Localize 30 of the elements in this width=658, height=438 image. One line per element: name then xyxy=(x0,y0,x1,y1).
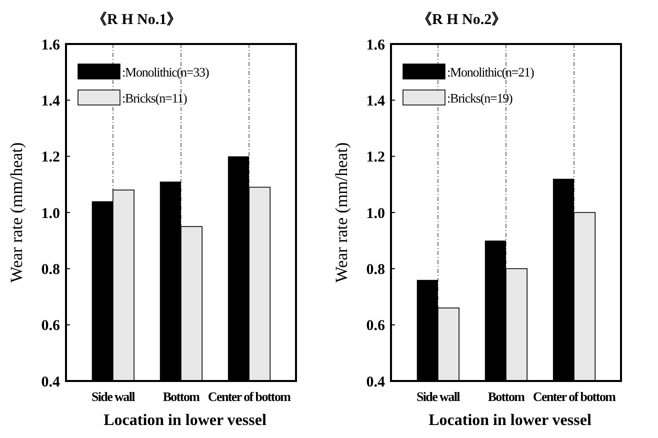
x-axis-title: Location in lower vessel xyxy=(104,412,267,429)
chart-title: 《R H No.2》 xyxy=(417,11,507,28)
y-tick-label: 0.8 xyxy=(41,262,60,278)
x-tick-label: Side wall xyxy=(416,389,461,404)
y-tick-label: 1.0 xyxy=(366,206,385,222)
y-tick-label: 1.4 xyxy=(366,93,386,110)
y-tick-label: 0.6 xyxy=(41,318,60,334)
y-tick-label: 0.8 xyxy=(366,262,385,278)
y-tick-label: 1.4 xyxy=(41,93,60,110)
legend-label: :Monolithic(n=33) xyxy=(122,64,209,80)
x-tick-label: Bottom xyxy=(162,389,200,404)
y-tick-label: 0.4 xyxy=(366,374,386,390)
y-tick-label: 1.6 xyxy=(366,37,386,54)
legend-label: :Monolithic(n=21) xyxy=(447,64,534,80)
x-tick-label: Bottom xyxy=(488,389,526,404)
y-tick-label: 0.4 xyxy=(41,374,60,390)
x-tick-label: Center of bottom xyxy=(532,389,616,404)
y-tick-label: 1.0 xyxy=(41,206,60,222)
x-tick-label: Center of bottom xyxy=(208,389,292,404)
legend-label: :Bricks(n=11) xyxy=(122,90,188,106)
y-axis-title: Wear rate (mm/heat) xyxy=(332,142,351,283)
y-tick-label: 1.2 xyxy=(41,150,60,166)
x-axis-title: Location in lower vessel xyxy=(428,412,592,429)
legend-label: :Bricks(n=19) xyxy=(447,90,513,106)
y-tick-label: 1.2 xyxy=(366,150,385,166)
x-tick-label: Side wall xyxy=(91,389,136,404)
y-tick-label: 0.6 xyxy=(366,318,386,334)
y-axis-title: Wear rate (mm/heat) xyxy=(7,142,26,283)
chart-title: 《R H No.1》 xyxy=(92,11,182,28)
y-tick-label: 1.6 xyxy=(41,37,60,54)
